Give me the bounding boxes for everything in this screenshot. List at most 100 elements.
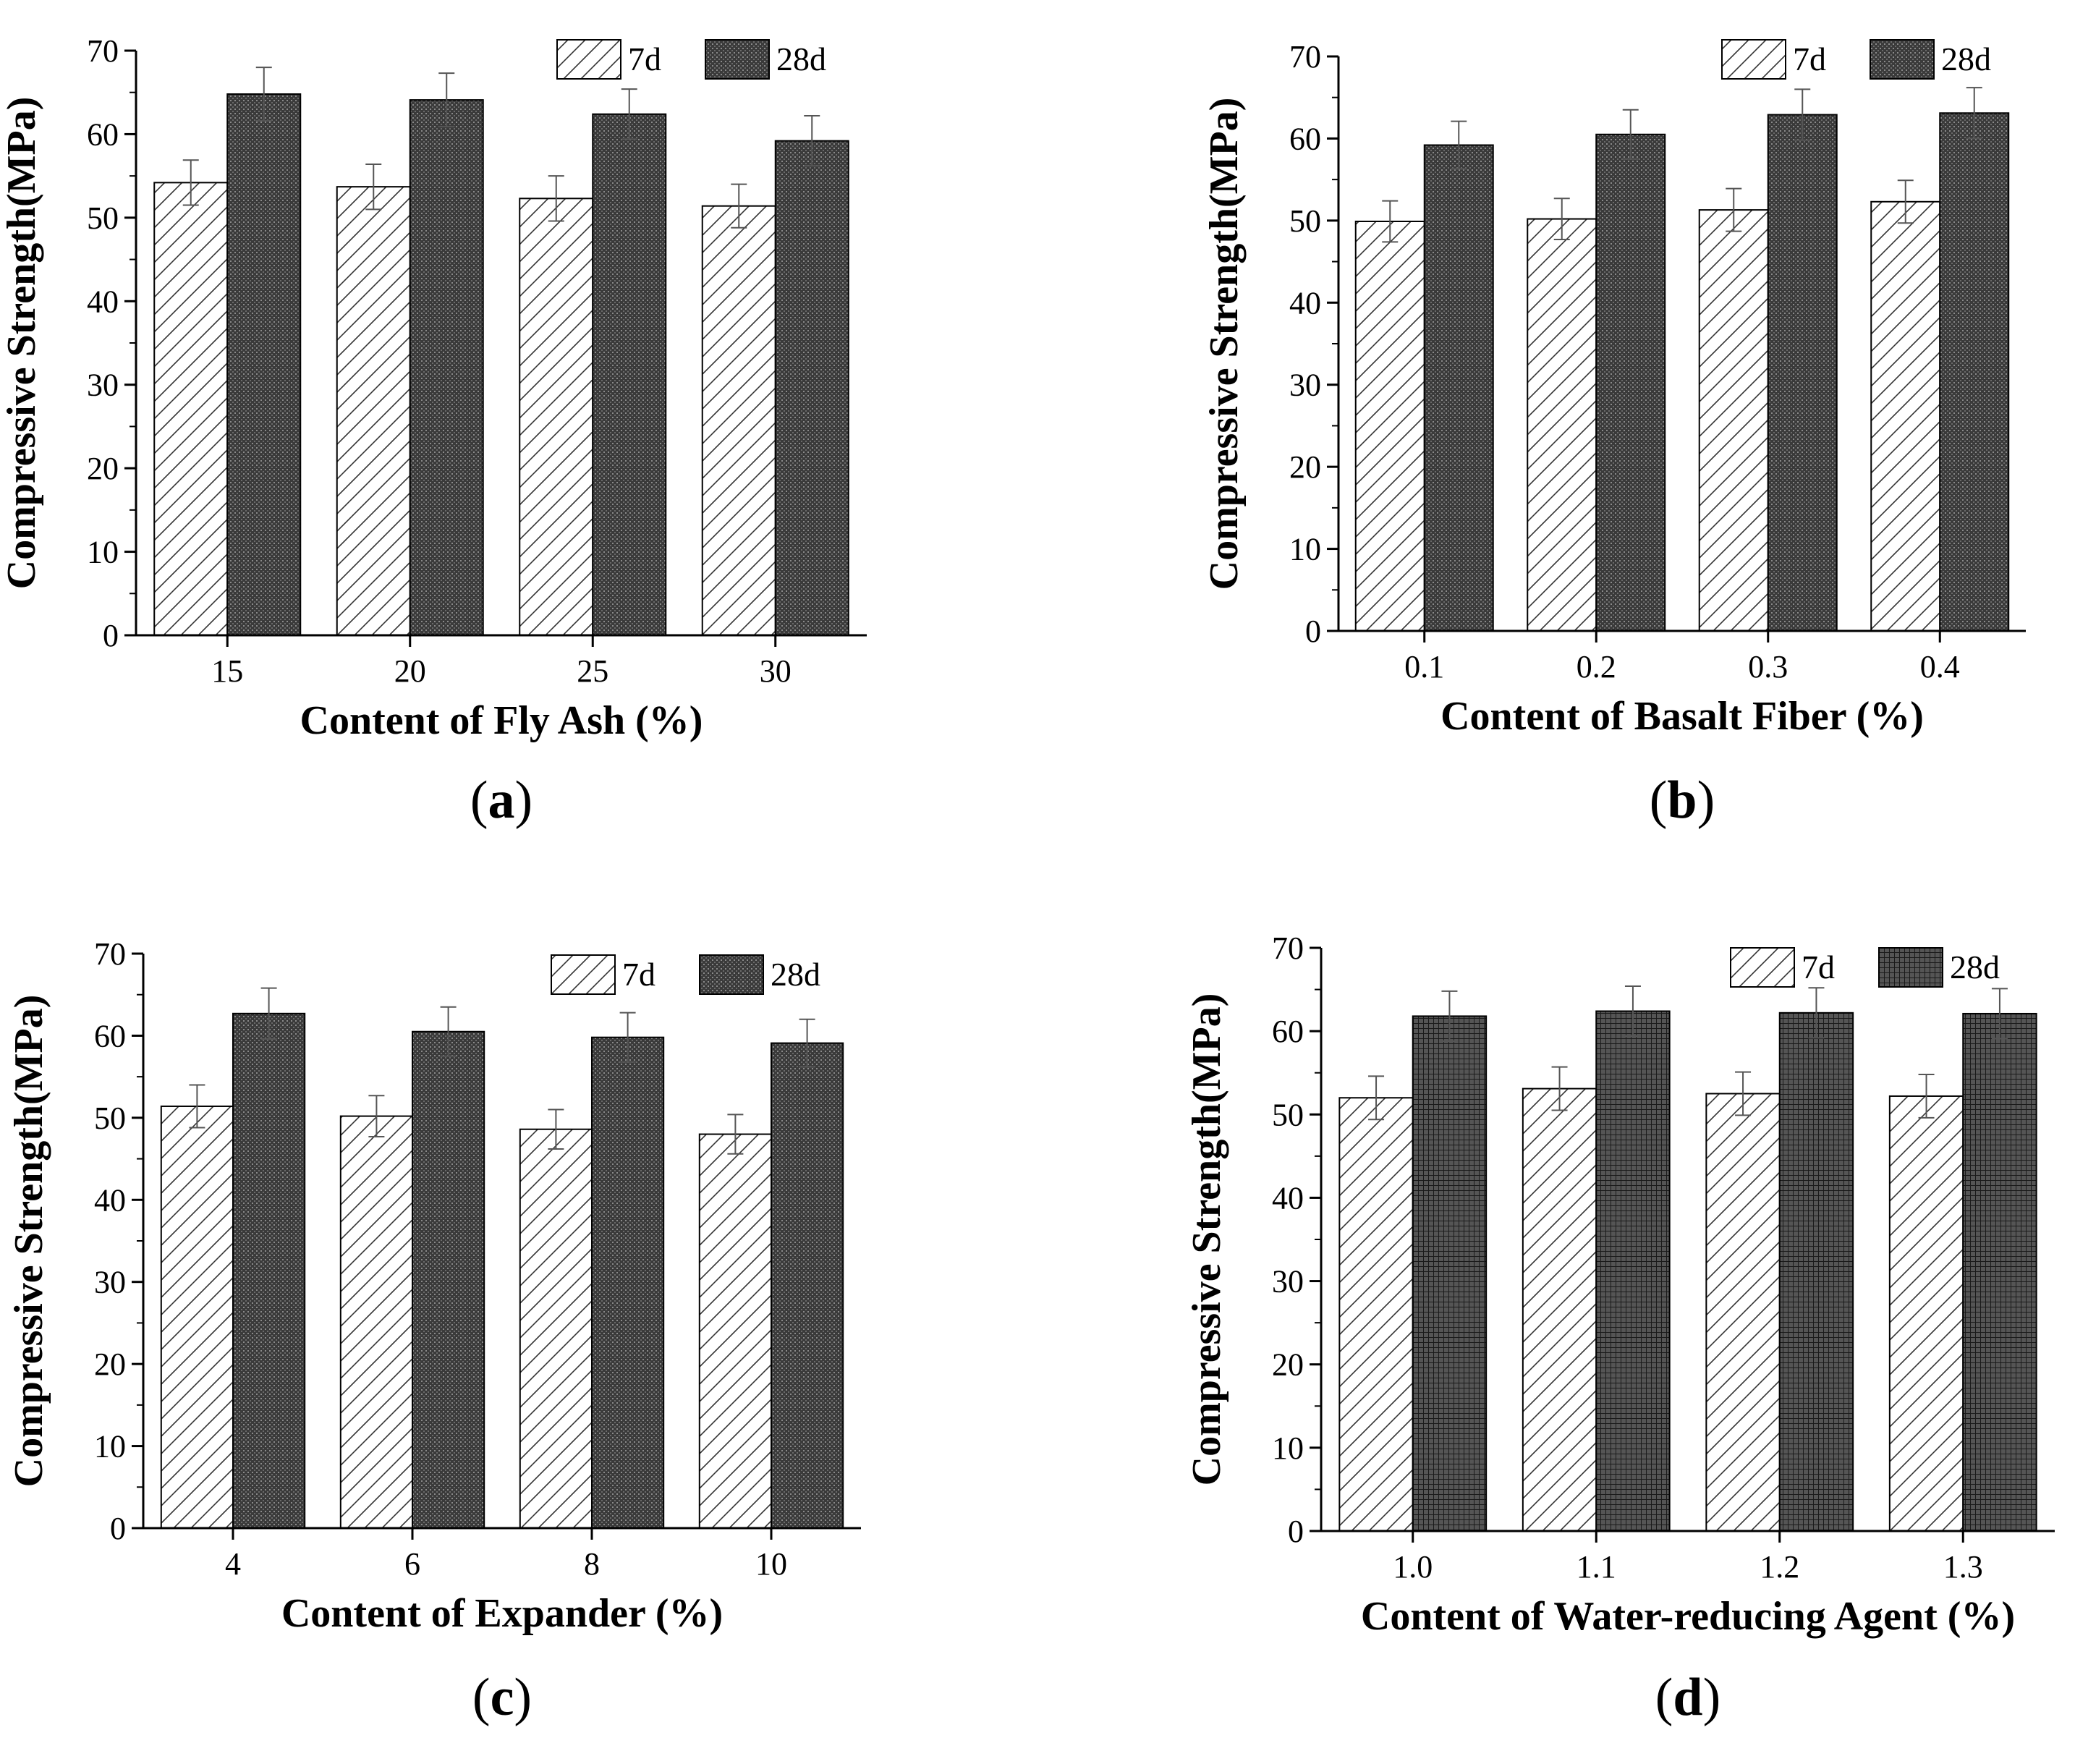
bar-7d-0.4 [1870,200,1941,632]
panel-label: (b) [1650,771,1715,830]
bar-7d-10 [698,1133,772,1529]
y-tick-label: 0 [110,1511,126,1546]
x-tick-label: 0.3 [1748,649,1788,684]
y-tick-label: 60 [94,1018,126,1053]
legend-label-7d: 7d [622,956,655,993]
legend-label-7d: 7d [1793,41,1826,77]
bar-7d-4 [160,1105,234,1529]
legend-swatch-28d [705,39,770,80]
y-tick-label: 20 [94,1347,126,1382]
bar-28d-1.0 [1412,1015,1488,1532]
bar-7d-20 [336,186,411,636]
bar-28d-25 [592,113,667,636]
bar-7d-15 [153,182,229,636]
y-tick-label: 30 [87,368,119,403]
bar-7d-6 [339,1115,413,1530]
y-axis-title: Compressive Strength(MPa) [7,995,51,1488]
y-tick-label: 40 [1272,1180,1304,1216]
bar-7d-30 [701,205,776,636]
y-tick-label: 0 [103,618,119,653]
bar-7d-1.0 [1338,1097,1414,1532]
legend-label-28d: 28d [776,41,826,77]
bar-28d-0.3 [1767,114,1838,632]
y-tick-label: 40 [94,1182,126,1218]
legend-label-28d: 28d [1941,41,1991,77]
y-tick-label: 10 [1289,532,1321,567]
x-tick-label: 0.1 [1404,649,1444,684]
x-tick-label: 25 [577,653,608,689]
legend-swatch-7d [1730,947,1795,988]
panel-label: (d) [1655,1668,1720,1727]
x-axis-title: Content of Water-reducing Agent (%) [1361,1594,2015,1639]
x-tick-label: 30 [760,653,792,689]
bar-7d-0.3 [1698,209,1769,632]
y-tick-label: 70 [1272,930,1304,966]
x-tick-label: 20 [394,653,426,689]
y-tick-label: 0 [1288,1514,1304,1549]
y-tick-label: 50 [87,200,119,236]
x-tick-label: 1.0 [1393,1549,1433,1585]
y-tick-label: 30 [94,1265,126,1300]
bar-28d-4 [232,1012,306,1529]
bar-7d-0.2 [1527,218,1597,632]
x-tick-label: 0.2 [1577,649,1616,684]
y-tick-label: 60 [1272,1014,1304,1049]
legend-swatch-28d [699,954,764,995]
bar-28d-20 [409,99,484,637]
x-tick-label: 15 [211,653,243,689]
x-tick-label: 1.2 [1760,1549,1799,1585]
bar-7d-1.2 [1705,1093,1781,1532]
bar-28d-8 [591,1036,665,1529]
bar-28d-30 [774,140,849,637]
bar-28d-6 [412,1030,485,1530]
x-tick-label: 1.3 [1943,1549,1983,1585]
y-tick-label: 0 [1305,614,1321,649]
y-tick-label: 40 [87,284,119,319]
y-axis-title: Compressive Strength(MPa) [0,97,44,590]
y-axis-title: Compressive Strength(MPa) [1184,993,1229,1486]
x-tick-label: 8 [584,1546,600,1582]
x-tick-label: 1.1 [1577,1549,1616,1585]
y-tick-label: 10 [87,535,119,570]
x-axis-title: Content of Expander (%) [281,1591,723,1636]
x-tick-label: 6 [404,1546,420,1582]
y-tick-label: 20 [1272,1347,1304,1383]
legend-label-28d: 28d [1950,949,2000,985]
y-tick-label: 10 [94,1429,126,1464]
legend-swatch-7d [1721,39,1786,80]
x-axis-title: Content of Basalt Fiber (%) [1440,694,1924,739]
bar-28d-1.1 [1595,1010,1671,1532]
y-tick-label: 70 [87,33,119,69]
y-tick-label: 30 [1272,1264,1304,1299]
x-axis-title: Content of Fly Ash (%) [300,698,703,743]
y-tick-label: 50 [1272,1097,1304,1132]
y-tick-label: 10 [1272,1430,1304,1466]
bar-7d-0.1 [1354,220,1425,632]
bar-7d-1.1 [1522,1087,1597,1532]
chart-panel-a: 0 10 20 30 40 50 60 70 15 20 25 30 Content of Fly As… [0,33,867,830]
bar-28d-15 [226,93,302,637]
x-tick-label: 0.4 [1920,649,1960,684]
bar-28d-1.3 [1962,1012,2037,1532]
bar-28d-10 [771,1042,844,1529]
bar-28d-0.2 [1595,133,1666,632]
y-tick-label: 50 [1289,203,1321,239]
bar-7d-25 [519,198,594,636]
legend-swatch-28d [1878,947,1943,988]
legend-swatch-7d [556,39,621,80]
y-tick-label: 20 [87,451,119,486]
bar-7d-8 [519,1128,593,1530]
legend-swatch-28d [1870,39,1935,80]
chart-panel-c: 0 10 20 30 40 50 60 70 4 6 8 10 Content of Expander … [7,936,861,1727]
chart-panel-d: 0 10 20 30 40 50 60 70 1.0 1.1 1.2 1.3 Content of Wa… [1184,930,2055,1727]
x-tick-label: 4 [225,1546,241,1582]
bar-28d-0.4 [1939,112,2010,632]
y-tick-label: 50 [94,1101,126,1136]
chart-panel-b: 0 10 20 30 40 50 60 70 0.1 0.2 0.3 0.4 Content of Ba… [1202,39,2026,830]
panel-label: (a) [470,771,532,830]
y-tick-label: 40 [1289,285,1321,321]
legend-swatch-7d [551,954,616,995]
panel-label: (c) [472,1668,532,1727]
y-tick-label: 60 [1289,121,1321,156]
